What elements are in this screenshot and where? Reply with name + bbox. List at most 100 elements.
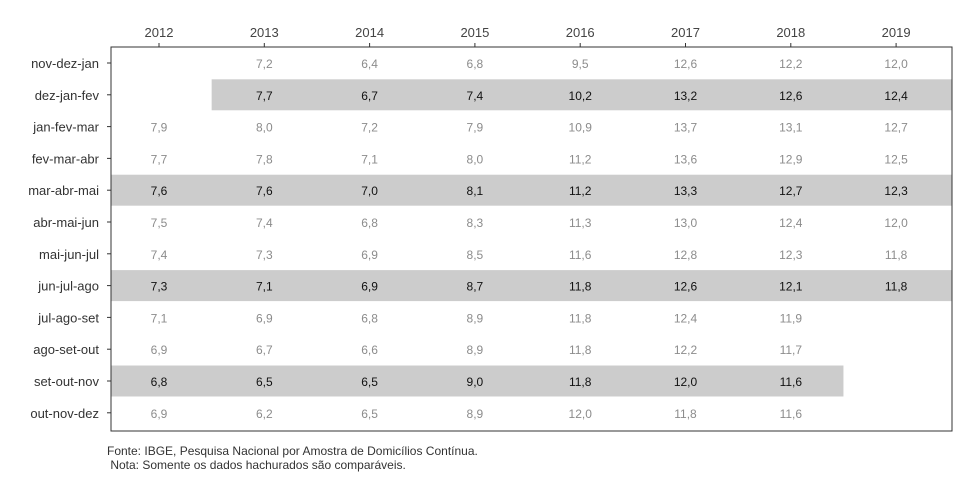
value-cell: 13,1: [779, 121, 803, 135]
value-cell: 6,9: [361, 280, 378, 294]
value-cell: 11,8: [569, 311, 592, 325]
highlight-bands: [111, 79, 952, 397]
row-label: set-out-nov: [34, 374, 100, 389]
value-cell: 6,6: [361, 343, 378, 357]
value-cell: 11,9: [780, 311, 803, 325]
value-cell: 7,7: [151, 152, 168, 166]
value-cell: 7,1: [256, 280, 273, 294]
tick-marks: [107, 43, 897, 414]
value-cell: 7,4: [256, 216, 273, 230]
highlight-band: [111, 365, 844, 397]
row-label: mar-abr-mai: [28, 183, 99, 198]
row-label: nov-dez-jan: [31, 56, 99, 71]
value-cell: 6,5: [256, 375, 273, 389]
value-cell: 12,4: [674, 311, 698, 325]
value-cell: 10,9: [569, 121, 593, 135]
value-cell: 11,2: [569, 152, 592, 166]
value-cell: 12,6: [674, 57, 698, 71]
value-cell: 12,8: [674, 248, 698, 262]
value-cell: 7,8: [256, 152, 273, 166]
comparability-note: Nota: Somente os dados hachurados são co…: [107, 458, 406, 472]
value-cell: 12,0: [674, 375, 698, 389]
value-cell: 6,9: [256, 311, 273, 325]
row-label: out-nov-dez: [30, 406, 99, 421]
value-cell: 7,4: [151, 248, 168, 262]
value-cell: 12,0: [884, 57, 908, 71]
value-cell: 11,6: [569, 248, 592, 262]
value-cell: 7,6: [256, 184, 273, 198]
value-cell: 8,9: [467, 311, 484, 325]
panel-frame: [110, 46, 953, 432]
value-cell: 13,7: [674, 121, 698, 135]
value-cell: 13,0: [674, 216, 698, 230]
value-cell: 8,9: [467, 343, 484, 357]
value-cell: 6,7: [361, 89, 378, 103]
value-cell: 7,2: [256, 57, 273, 71]
value-cell: 11,2: [569, 184, 592, 198]
value-cell: 8,7: [467, 280, 484, 294]
value-cell: 6,8: [361, 311, 378, 325]
row-label: dez-jan-fev: [35, 88, 100, 103]
value-cell: 11,8: [885, 248, 908, 262]
value-cell: 13,6: [674, 152, 698, 166]
value-cell: 13,3: [674, 184, 698, 198]
value-cell: 7,6: [151, 184, 168, 198]
value-cell: 11,7: [780, 343, 803, 357]
value-cell: 6,5: [361, 407, 378, 421]
value-cell: 9,5: [572, 57, 589, 71]
value-cell: 6,2: [256, 407, 273, 421]
value-cell: 12,6: [674, 280, 698, 294]
year-label-2016: 2016: [566, 25, 595, 40]
value-cell: 11,6: [780, 375, 803, 389]
value-cell: 6,9: [151, 343, 168, 357]
year-labels: 2012 2013 2014 2015 2016 2017 2018 2019: [145, 25, 911, 40]
row-label: jul-ago-set: [37, 310, 99, 325]
value-cell: 6,9: [361, 248, 378, 262]
value-cell: 7,5: [151, 216, 168, 230]
value-cell: 12,5: [884, 152, 908, 166]
row-label: mai-jun-jul: [39, 247, 99, 262]
value-cell: 6,5: [361, 375, 378, 389]
source-note: Fonte: IBGE, Pesquisa Nacional por Amost…: [107, 444, 478, 458]
value-cell: 12,6: [779, 89, 803, 103]
highlight-band: [111, 270, 952, 302]
value-cell: 12,0: [569, 407, 593, 421]
value-cell: 12,2: [674, 343, 698, 357]
value-cell: 11,8: [569, 343, 592, 357]
year-label-2014: 2014: [355, 25, 384, 40]
value-cell: 11,8: [569, 375, 592, 389]
row-labels: nov-dez-jan dez-jan-fev jan-fev-mar fev-mar…: [28, 56, 99, 421]
value-cell: 12,7: [884, 121, 908, 135]
value-cell: 7,4: [467, 89, 484, 103]
row-label: ago-set-out: [33, 342, 99, 357]
value-cell: 7,0: [361, 184, 378, 198]
value-cell: 10,2: [569, 89, 593, 103]
highlight-band: [111, 174, 952, 206]
value-cell: 6,7: [256, 343, 273, 357]
value-cell: 8,5: [467, 248, 484, 262]
value-cell: 12,3: [779, 248, 803, 262]
row-label: jan-fev-mar: [32, 120, 99, 135]
value-cell: 9,0: [467, 375, 484, 389]
year-label-2018: 2018: [776, 25, 805, 40]
value-cell: 11,8: [569, 280, 592, 294]
value-cell: 6,8: [467, 57, 484, 71]
row-label: abr-mai-jun: [33, 215, 99, 230]
value-cell: 6,4: [361, 57, 378, 71]
value-cell: 6,8: [151, 375, 168, 389]
value-cell: 7,3: [256, 248, 273, 262]
year-label-2012: 2012: [145, 25, 174, 40]
value-cell: 7,9: [467, 121, 484, 135]
value-cell: 12,4: [884, 89, 908, 103]
value-cell: 8,3: [467, 216, 484, 230]
value-cell: 8,0: [256, 121, 273, 135]
value-cell: 7,3: [151, 280, 168, 294]
value-cell: 7,9: [151, 121, 168, 135]
value-cell: 6,8: [361, 216, 378, 230]
value-cell: 7,2: [361, 121, 378, 135]
value-cell: 12,2: [779, 57, 803, 71]
year-label-2015: 2015: [460, 25, 489, 40]
row-label: fev-mar-abr: [32, 151, 100, 166]
value-cell: 13,2: [674, 89, 698, 103]
